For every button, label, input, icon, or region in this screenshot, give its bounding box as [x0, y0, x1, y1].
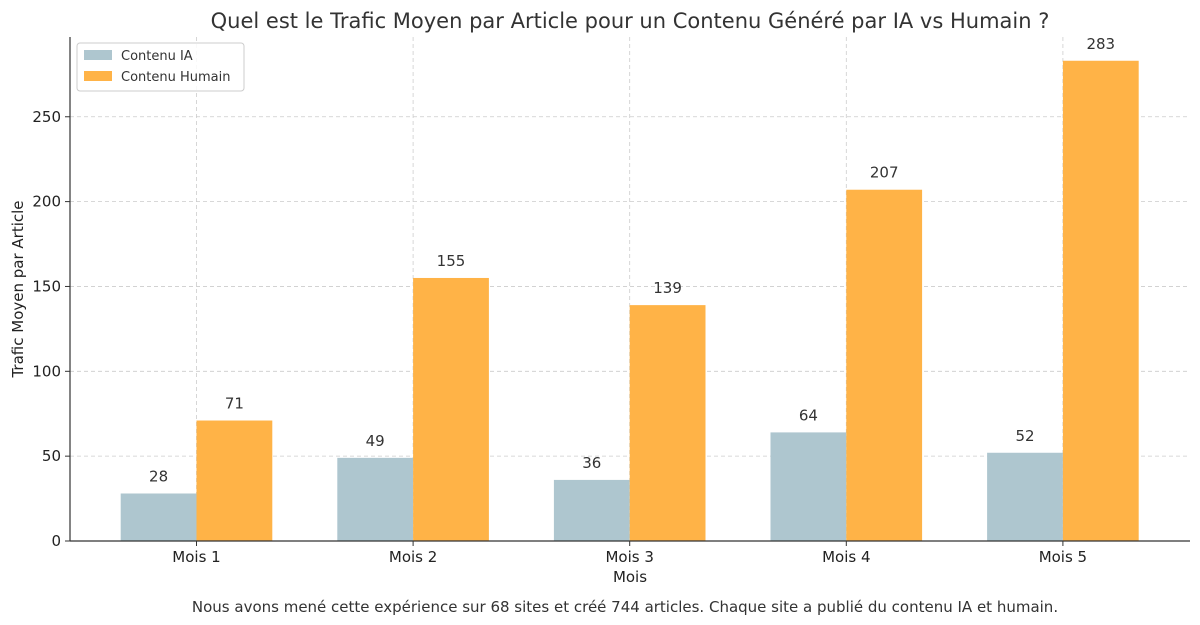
legend: Contenu IA Contenu Humain [76, 42, 245, 92]
bar-value-label: 155 [437, 252, 466, 270]
x-tick-label: Mois 1 [172, 548, 220, 566]
legend-swatch [84, 50, 112, 60]
bar-contenu-ia [770, 432, 847, 541]
bar-value-label: 283 [1086, 35, 1115, 53]
bar-value-label: 64 [799, 406, 818, 424]
bar-contenu-ia [553, 479, 630, 541]
bars [120, 60, 1139, 542]
y-tick-label: 100 [32, 362, 61, 380]
x-axis-label: Mois [613, 568, 647, 586]
bar-value-label: 49 [366, 432, 385, 450]
x-tick-label: Mois 4 [822, 548, 870, 566]
bar-contenu-ia [987, 452, 1063, 541]
bar-value-label: 52 [1015, 427, 1034, 445]
bar-value-label: 139 [653, 279, 682, 297]
x-tick-label: Mois 3 [605, 548, 653, 566]
bar-contenu-humain [413, 277, 489, 541]
bar-value-label: 36 [582, 454, 601, 472]
bar-contenu-humain [846, 189, 923, 541]
y-tick-label: 150 [32, 277, 61, 295]
y-tick-label: 50 [42, 447, 61, 465]
value-labels: 28 49 36 64 52 71 155 139 207 283 [149, 35, 1115, 486]
bar-contenu-ia [120, 493, 197, 541]
legend-swatch [84, 71, 112, 81]
axes [65, 37, 1190, 546]
chart-title: Quel est le Trafic Moyen par Article pou… [211, 9, 1050, 33]
bar-contenu-humain [629, 305, 706, 541]
y-tick-label: 0 [51, 532, 61, 550]
y-tick-label: 200 [32, 193, 61, 211]
bar-contenu-humain [1062, 60, 1139, 542]
bar-value-label: 28 [149, 467, 168, 485]
y-tick-label: 250 [32, 108, 61, 126]
bar-value-label: 207 [870, 164, 899, 182]
y-axis-label: Trafic Moyen par Article [9, 200, 27, 378]
caption: Nous avons mené cette expérience sur 68 … [191, 598, 1059, 616]
legend-label: Contenu IA [121, 49, 193, 64]
bar-contenu-humain [196, 420, 273, 541]
bar-contenu-ia [337, 457, 414, 541]
legend-box [76, 42, 245, 92]
x-tick-label: Mois 2 [389, 548, 437, 566]
x-tick-label: Mois 5 [1039, 548, 1087, 566]
tick-labels: 0 50 100 150 200 250 Mois 1 Mois 2 Mois 3 Mois 4 M… [32, 108, 1087, 566]
legend-label: Contenu Humain [121, 70, 230, 85]
bar-value-label: 71 [225, 395, 244, 413]
